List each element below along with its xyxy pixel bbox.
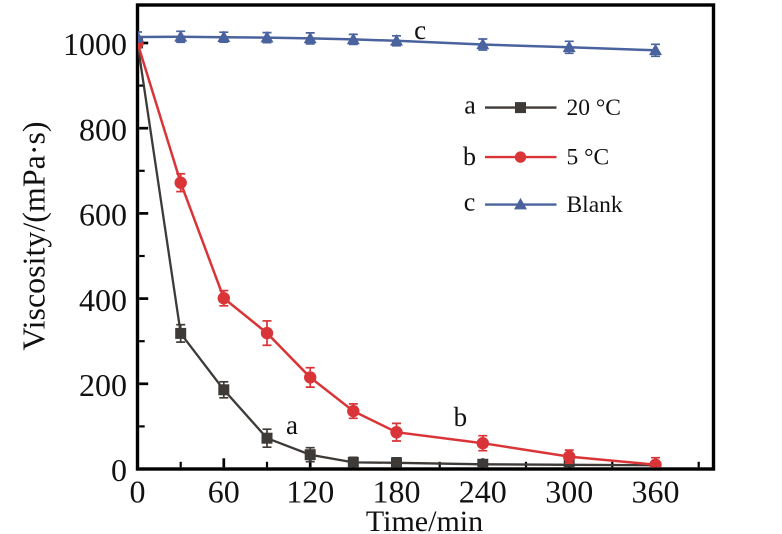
svg-text:a: a (286, 410, 298, 440)
svg-text:60: 60 (208, 474, 240, 510)
svg-text:5 °C: 5 °C (567, 145, 610, 171)
svg-text:360: 360 (632, 474, 680, 510)
svg-text:b: b (463, 142, 476, 171)
svg-text:180: 180 (373, 474, 421, 510)
svg-text:300: 300 (545, 474, 593, 510)
svg-text:a: a (464, 90, 476, 119)
svg-text:Blank: Blank (567, 192, 623, 218)
svg-text:120: 120 (286, 474, 334, 510)
svg-text:0: 0 (111, 452, 127, 488)
svg-text:0: 0 (130, 474, 146, 510)
svg-text:c: c (464, 188, 476, 217)
svg-text:600: 600 (79, 197, 127, 233)
svg-text:240: 240 (459, 474, 507, 510)
svg-text:1000: 1000 (63, 26, 127, 62)
svg-text:b: b (454, 402, 468, 432)
svg-text:200: 200 (79, 367, 127, 403)
svg-text:20 °C: 20 °C (567, 95, 621, 121)
svg-text:c: c (414, 15, 426, 45)
svg-text:Time/min: Time/min (366, 505, 483, 534)
svg-text:Viscosity/(mPa·s): Viscosity/(mPa·s) (16, 121, 52, 350)
svg-text:800: 800 (79, 111, 127, 147)
svg-text:400: 400 (79, 282, 127, 318)
